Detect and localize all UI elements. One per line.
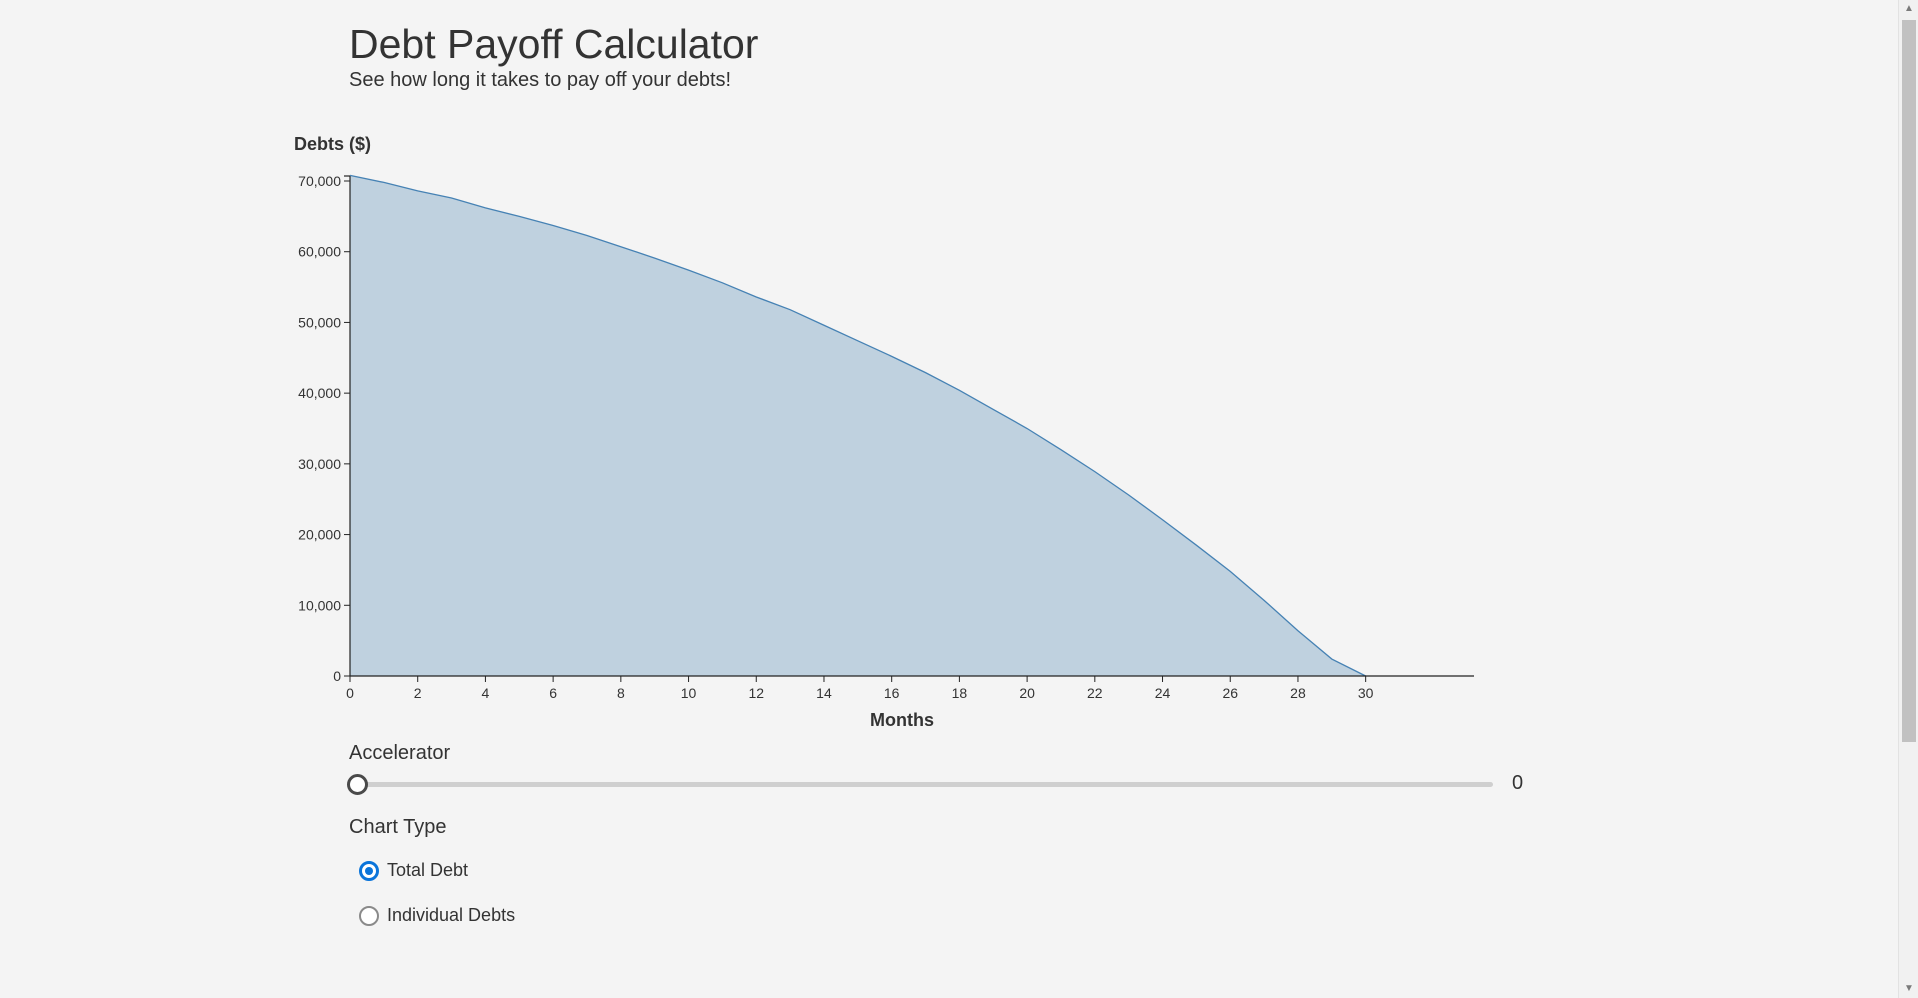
page-title: Debt Payoff Calculator xyxy=(349,21,759,67)
y-tick-label: 30,000 xyxy=(298,456,341,472)
slider-thumb[interactable] xyxy=(347,774,368,795)
accelerator-slider[interactable] xyxy=(347,772,1493,796)
x-tick-label: 18 xyxy=(952,685,968,701)
y-tick-label: 60,000 xyxy=(298,244,341,260)
y-axis-title: Debts ($) xyxy=(294,134,371,154)
radio-individual-debts[interactable]: Individual Debts xyxy=(359,905,515,926)
x-tick-label: 30 xyxy=(1358,685,1374,701)
x-tick-label: 4 xyxy=(482,685,490,701)
x-axis-title: Months xyxy=(870,710,934,730)
radio-total-debt-label: Total Debt xyxy=(387,860,469,880)
x-tick-label: 20 xyxy=(1019,685,1035,701)
chart-type-label: Chart Type xyxy=(349,816,447,838)
debt-area-chart: 0 10,000 20,000 30,000 40,000 50,000 60,000 70,… xyxy=(294,134,1474,730)
y-tick-label: 40,000 xyxy=(298,385,341,401)
x-tick-label: 28 xyxy=(1290,685,1306,701)
x-tick-label: 26 xyxy=(1222,685,1238,701)
radio-total-debt-circle[interactable] xyxy=(359,860,379,881)
x-tick-label: 0 xyxy=(346,685,354,701)
radio-individual-debts-label: Individual Debts xyxy=(387,905,516,925)
x-tick-label: 14 xyxy=(816,685,832,701)
radio-individual-debts-circle[interactable] xyxy=(359,905,379,926)
y-tick-label: 20,000 xyxy=(298,527,341,543)
x-tick-label: 12 xyxy=(748,685,764,701)
accelerator-value: 0 xyxy=(1512,772,1524,794)
x-tick-label: 2 xyxy=(414,685,422,701)
debt-line xyxy=(349,174,1366,677)
x-tick-label: 10 xyxy=(681,685,697,701)
y-tick-label: 70,000 xyxy=(298,173,341,189)
scroll-up-arrow-icon[interactable]: ▲ xyxy=(1904,3,1914,14)
x-tick-label: 6 xyxy=(549,685,557,701)
page-subtitle: See how long it takes to pay off your de… xyxy=(349,69,732,91)
x-tick-label: 24 xyxy=(1155,685,1171,701)
accelerator-label: Accelerator xyxy=(349,742,451,764)
debt-chart-container: 0 10,000 20,000 30,000 40,000 50,000 60,000 70,… xyxy=(294,134,1474,730)
debt-area xyxy=(350,175,1366,677)
slider-track[interactable] xyxy=(355,782,1493,787)
x-tick-label: 16 xyxy=(884,685,900,701)
radio-total-debt[interactable]: Total Debt xyxy=(359,860,468,881)
scroll-down-arrow-icon[interactable]: ▼ xyxy=(1904,983,1914,994)
y-tick-label: 50,000 xyxy=(298,314,341,330)
y-tick-label: 0 xyxy=(333,668,341,684)
y-tick-label: 10,000 xyxy=(298,597,341,613)
vertical-scrollbar[interactable]: ▲ ▼ xyxy=(1898,0,1918,998)
scrollbar-thumb[interactable] xyxy=(1902,20,1916,742)
x-tick-label: 8 xyxy=(617,685,625,701)
x-tick-label: 22 xyxy=(1087,685,1103,701)
